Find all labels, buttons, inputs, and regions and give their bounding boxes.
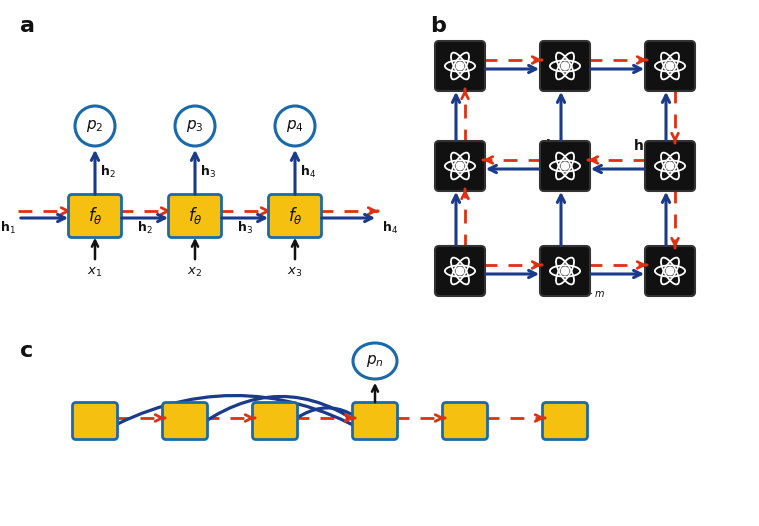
Circle shape	[561, 267, 568, 275]
Text: c: c	[20, 341, 33, 361]
Text: $\mathbf{h}_4$: $\mathbf{h}_4$	[300, 164, 316, 180]
Text: $p_4$: $p_4$	[286, 118, 304, 134]
Text: $x_1$: $x_1$	[87, 266, 102, 279]
Text: $\mathbf{h}_{i-m}$: $\mathbf{h}_{i-m}$	[570, 282, 606, 300]
Circle shape	[75, 106, 115, 146]
FancyBboxPatch shape	[442, 402, 487, 440]
Circle shape	[275, 106, 315, 146]
Text: $x_2$: $x_2$	[187, 266, 203, 279]
Text: a: a	[20, 16, 35, 36]
Circle shape	[561, 162, 568, 170]
Text: $f_\theta$: $f_\theta$	[288, 206, 302, 227]
FancyBboxPatch shape	[269, 195, 322, 238]
FancyBboxPatch shape	[435, 41, 485, 91]
Text: $\mathbf{h}_2$: $\mathbf{h}_2$	[137, 220, 153, 236]
Circle shape	[666, 62, 674, 70]
FancyBboxPatch shape	[435, 246, 485, 296]
Text: $f_\theta$: $f_\theta$	[187, 206, 203, 227]
FancyBboxPatch shape	[645, 246, 695, 296]
Text: $\mathbf{h}_i$: $\mathbf{h}_i$	[545, 137, 560, 155]
Text: $\mathbf{h}_3$: $\mathbf{h}_3$	[237, 220, 253, 236]
FancyBboxPatch shape	[253, 402, 298, 440]
FancyBboxPatch shape	[435, 141, 485, 191]
Circle shape	[561, 62, 568, 70]
FancyBboxPatch shape	[162, 402, 207, 440]
Ellipse shape	[353, 343, 397, 379]
Circle shape	[175, 106, 215, 146]
Circle shape	[456, 162, 464, 170]
FancyBboxPatch shape	[540, 246, 590, 296]
Text: $\mathbf{h}_{i-1}$: $\mathbf{h}_{i-1}$	[633, 137, 665, 155]
Circle shape	[666, 267, 674, 275]
Text: $p_3$: $p_3$	[186, 118, 204, 134]
Text: $\mathbf{h}_4$: $\mathbf{h}_4$	[382, 220, 398, 236]
FancyBboxPatch shape	[68, 195, 121, 238]
Text: $\mathbf{h}_3$: $\mathbf{h}_3$	[200, 164, 216, 180]
Text: $f_\theta$: $f_\theta$	[87, 206, 102, 227]
FancyBboxPatch shape	[352, 402, 398, 440]
FancyBboxPatch shape	[540, 41, 590, 91]
FancyBboxPatch shape	[540, 141, 590, 191]
Text: b: b	[430, 16, 446, 36]
Circle shape	[456, 62, 464, 70]
Text: $\mathbf{h}_2$: $\mathbf{h}_2$	[100, 164, 115, 180]
Text: $\mathbf{h}_1$: $\mathbf{h}_1$	[0, 220, 16, 236]
FancyBboxPatch shape	[543, 402, 587, 440]
Text: $p_2$: $p_2$	[87, 118, 104, 134]
FancyBboxPatch shape	[73, 402, 118, 440]
Circle shape	[456, 267, 464, 275]
Circle shape	[666, 162, 674, 170]
Text: $x_3$: $x_3$	[288, 266, 303, 279]
FancyBboxPatch shape	[645, 41, 695, 91]
Text: $p_n$: $p_n$	[366, 353, 384, 369]
FancyBboxPatch shape	[168, 195, 222, 238]
FancyBboxPatch shape	[645, 141, 695, 191]
